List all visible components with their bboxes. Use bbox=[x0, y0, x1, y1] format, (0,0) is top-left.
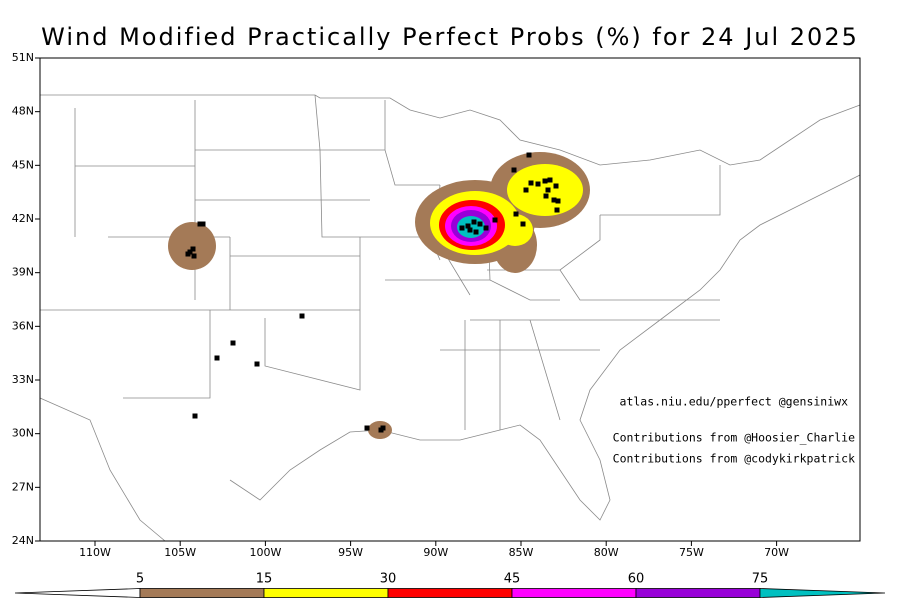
storm-report bbox=[200, 221, 206, 227]
lon-label: 85W bbox=[509, 546, 534, 559]
lat-label: 24N bbox=[12, 534, 34, 547]
storm-report bbox=[523, 187, 529, 193]
colorbar-label: 60 bbox=[628, 572, 645, 587]
credit-text: atlas.niu.edu/pperfect @gensiniwx bbox=[620, 395, 849, 409]
lat-label: 42N bbox=[12, 212, 34, 225]
storm-report bbox=[254, 361, 260, 367]
storm-report bbox=[477, 221, 483, 227]
storm-report bbox=[364, 425, 370, 431]
credit-text: Contributions from @Hoosier_Charlie bbox=[613, 431, 855, 445]
storm-report bbox=[511, 167, 517, 173]
lat-label: 48N bbox=[12, 105, 34, 118]
storm-report bbox=[555, 198, 561, 204]
storm-report bbox=[471, 219, 477, 225]
colorbar-label: 75 bbox=[752, 572, 769, 587]
storm-report bbox=[553, 183, 559, 189]
lon-label: 80W bbox=[594, 546, 619, 559]
lat-label: 27N bbox=[12, 480, 34, 493]
storm-report bbox=[513, 211, 519, 217]
map-frame bbox=[39, 57, 861, 542]
storm-report bbox=[543, 193, 549, 199]
storm-reports bbox=[185, 152, 561, 433]
lat-label: 36N bbox=[12, 319, 34, 332]
storm-report bbox=[185, 251, 191, 257]
storm-report bbox=[551, 197, 557, 203]
storm-report bbox=[465, 223, 471, 229]
lon-label: 105W bbox=[164, 546, 196, 559]
storm-report bbox=[380, 425, 386, 431]
storm-report bbox=[542, 178, 548, 184]
lat-label: 51N bbox=[12, 51, 34, 64]
colorbar-label: 5 bbox=[136, 572, 144, 587]
lon-label: 95W bbox=[338, 546, 363, 559]
colorbar-segment bbox=[387, 588, 513, 598]
storm-report bbox=[190, 246, 196, 252]
lat-label: 45N bbox=[12, 158, 34, 171]
colorbar-high bbox=[759, 588, 886, 598]
lat-label: 30N bbox=[12, 427, 34, 440]
prob-area bbox=[507, 164, 583, 216]
storm-report bbox=[547, 177, 553, 183]
colorbar-segment bbox=[263, 588, 389, 598]
storm-report bbox=[473, 229, 479, 235]
prob-area bbox=[168, 222, 216, 270]
colorbar-low bbox=[14, 588, 141, 598]
storm-report bbox=[192, 413, 198, 419]
colorbar-segment bbox=[511, 588, 637, 598]
storm-report bbox=[535, 181, 541, 187]
lat-label: 39N bbox=[12, 266, 34, 279]
colorbar-segment bbox=[635, 588, 761, 598]
lon-label: 100W bbox=[249, 546, 281, 559]
lon-label: 90W bbox=[423, 546, 448, 559]
colorbar-label: 15 bbox=[256, 572, 273, 587]
storm-report bbox=[299, 313, 305, 319]
storm-report bbox=[191, 253, 197, 259]
map-title: Wind Modified Practically Perfect Probs … bbox=[41, 23, 859, 51]
basemap bbox=[39, 58, 861, 542]
colorbar-segment bbox=[139, 588, 265, 598]
storm-report bbox=[214, 355, 220, 361]
lon-label: 110W bbox=[79, 546, 111, 559]
credit-text: Contributions from @codykirkpatrick bbox=[613, 452, 855, 466]
storm-report bbox=[545, 187, 551, 193]
lon-label: 75W bbox=[679, 546, 704, 559]
storm-report bbox=[492, 217, 498, 223]
colorbar-label: 30 bbox=[380, 572, 397, 587]
storm-report bbox=[197, 221, 203, 227]
storm-report bbox=[459, 225, 465, 231]
colorbar-label: 45 bbox=[504, 572, 521, 587]
storm-report bbox=[554, 207, 560, 213]
storm-report bbox=[230, 340, 236, 346]
lon-label: 70W bbox=[764, 546, 789, 559]
storm-report bbox=[467, 227, 473, 233]
storm-report bbox=[526, 152, 532, 158]
storm-report bbox=[528, 180, 534, 186]
storm-report bbox=[520, 221, 526, 227]
storm-report bbox=[483, 225, 489, 231]
lat-label: 33N bbox=[12, 373, 34, 386]
